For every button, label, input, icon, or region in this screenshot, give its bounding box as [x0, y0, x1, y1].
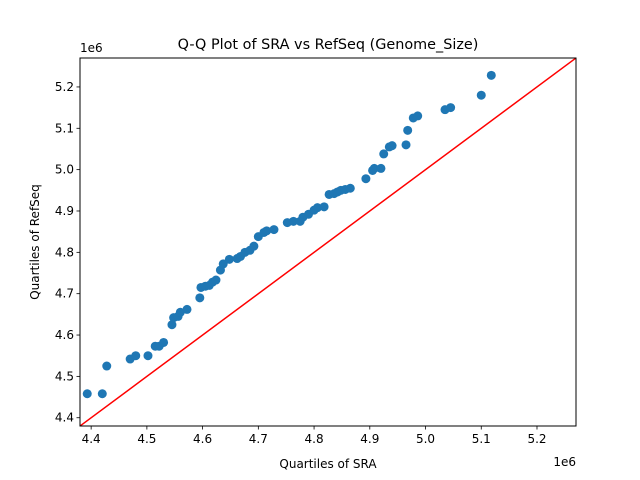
- data-point: [379, 149, 389, 159]
- y-tick-label: 5.1: [55, 121, 74, 135]
- data-point: [167, 320, 177, 330]
- data-point: [361, 174, 371, 184]
- data-point: [195, 293, 205, 303]
- y-axis-offset-text: 1e6: [80, 41, 103, 55]
- x-tick-label: 4.6: [193, 432, 212, 446]
- x-tick-label: 4.4: [82, 432, 101, 446]
- data-point: [401, 140, 411, 150]
- data-point: [102, 361, 112, 371]
- data-point: [143, 351, 153, 361]
- data-point: [211, 275, 221, 285]
- plot-area-frame: [79, 57, 577, 427]
- x-tick-label: 4.8: [305, 432, 324, 446]
- x-tick-label: 5.2: [527, 432, 546, 446]
- x-tick-label: 5.0: [416, 432, 435, 446]
- y-tick-label: 4.6: [55, 328, 74, 342]
- data-point: [446, 103, 456, 113]
- data-point: [319, 202, 329, 212]
- y-tick-label: 4.4: [55, 411, 74, 425]
- x-tick-label: 5.1: [472, 432, 491, 446]
- data-point: [269, 225, 279, 235]
- data-point: [97, 389, 107, 399]
- x-tick-label: 4.7: [249, 432, 268, 446]
- y-tick-label: 4.5: [55, 369, 74, 383]
- data-point: [369, 163, 379, 173]
- data-point: [82, 389, 92, 399]
- x-axis-label: Quartiles of SRA: [279, 457, 377, 471]
- y-tick-label: 5.2: [55, 80, 74, 94]
- data-point: [476, 90, 486, 100]
- data-point: [218, 259, 228, 269]
- x-tick-label: 4.9: [360, 432, 379, 446]
- data-point: [224, 254, 234, 264]
- data-point: [387, 141, 397, 151]
- x-tick-label: 4.5: [137, 432, 156, 446]
- data-point: [262, 226, 272, 236]
- reference-line: [80, 58, 576, 426]
- data-point: [182, 304, 192, 314]
- x-axis-offset-text: 1e6: [553, 455, 576, 469]
- data-point: [413, 111, 423, 121]
- data-point: [288, 216, 298, 226]
- data-point: [486, 70, 496, 80]
- data-point: [403, 125, 413, 135]
- data-point: [159, 337, 169, 347]
- data-point: [249, 241, 259, 251]
- y-tick-label: 4.9: [55, 204, 74, 218]
- data-point: [376, 163, 386, 173]
- y-tick-label: 4.7: [55, 287, 74, 301]
- y-tick-label: 5.0: [55, 163, 74, 177]
- y-axis-label: Quartiles of RefSeq: [28, 184, 42, 300]
- chart-title: Q-Q Plot of SRA vs RefSeq (Genome_Size): [178, 37, 479, 53]
- data-point: [131, 351, 141, 361]
- data-point: [345, 183, 355, 193]
- y-tick-label: 4.8: [55, 245, 74, 259]
- data-point: [312, 203, 322, 213]
